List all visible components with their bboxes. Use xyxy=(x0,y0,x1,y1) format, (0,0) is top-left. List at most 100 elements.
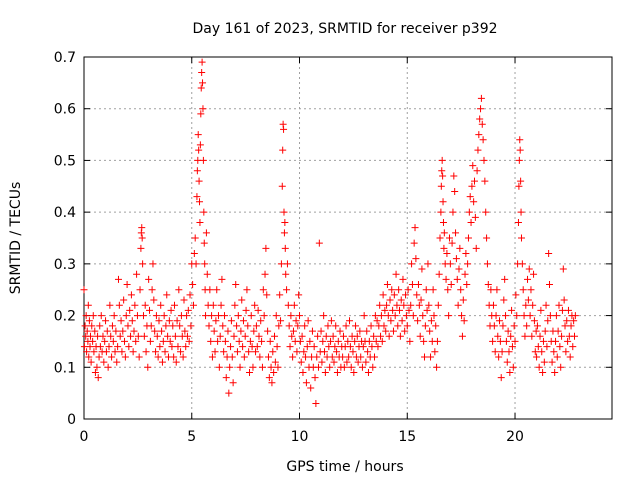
data-point xyxy=(331,343,338,350)
data-point xyxy=(501,276,508,283)
data-point xyxy=(145,276,152,283)
data-point xyxy=(206,286,213,293)
y-tick-label: 0.1 xyxy=(54,360,76,376)
data-point xyxy=(381,307,388,314)
data-point xyxy=(410,312,417,319)
data-point xyxy=(287,343,294,350)
data-point xyxy=(118,317,125,324)
data-point xyxy=(539,369,546,376)
data-point xyxy=(427,353,434,360)
data-point xyxy=(554,353,561,360)
data-point xyxy=(559,307,566,314)
data-point xyxy=(96,353,103,360)
data-point xyxy=(241,353,248,360)
data-point xyxy=(567,353,574,360)
data-point xyxy=(300,348,307,355)
data-point xyxy=(422,322,429,329)
data-point xyxy=(445,312,452,319)
data-point xyxy=(309,328,316,335)
data-point xyxy=(261,312,268,319)
data-point xyxy=(397,333,404,340)
data-point xyxy=(535,343,542,350)
data-point xyxy=(256,353,263,360)
data-point xyxy=(279,147,286,154)
data-point xyxy=(159,359,166,366)
data-point xyxy=(191,250,198,257)
data-point xyxy=(536,364,543,371)
data-point xyxy=(374,343,381,350)
data-point xyxy=(337,328,344,335)
data-point xyxy=(134,312,141,319)
data-point xyxy=(430,286,437,293)
data-point xyxy=(199,79,206,86)
data-point xyxy=(495,353,502,360)
data-point xyxy=(281,229,288,236)
data-point xyxy=(298,359,305,366)
data-point xyxy=(440,245,447,252)
data-point xyxy=(158,328,165,335)
data-point xyxy=(299,369,306,376)
data-point xyxy=(469,162,476,169)
data-point xyxy=(276,291,283,298)
data-point xyxy=(450,172,457,179)
data-point xyxy=(340,333,347,340)
data-point xyxy=(387,297,394,304)
data-point xyxy=(275,322,282,329)
data-point xyxy=(324,322,331,329)
data-point xyxy=(394,322,401,329)
data-point xyxy=(542,328,549,335)
data-point xyxy=(480,157,487,164)
data-point xyxy=(109,322,116,329)
data-point xyxy=(481,178,488,185)
data-point xyxy=(416,302,423,309)
data-point xyxy=(280,209,287,216)
data-point xyxy=(319,338,326,345)
data-point xyxy=(515,183,522,190)
data-point xyxy=(516,136,523,143)
data-point xyxy=(289,353,296,360)
data-point xyxy=(411,240,418,247)
data-point xyxy=(305,317,312,324)
y-tick-label: 0.4 xyxy=(54,205,76,221)
data-point xyxy=(413,291,420,298)
data-point xyxy=(81,286,88,293)
data-point xyxy=(172,333,179,340)
data-point xyxy=(443,276,450,283)
data-point xyxy=(483,235,490,242)
data-point xyxy=(421,353,428,360)
data-point xyxy=(455,302,462,309)
data-point xyxy=(438,167,445,174)
data-point xyxy=(124,322,131,329)
data-point xyxy=(432,322,439,329)
data-point xyxy=(417,333,424,340)
data-point xyxy=(318,328,325,335)
data-point xyxy=(227,343,234,350)
data-point xyxy=(555,328,562,335)
data-point xyxy=(382,328,389,335)
data-point xyxy=(425,302,432,309)
data-point xyxy=(146,307,153,314)
data-point xyxy=(418,297,425,304)
data-point xyxy=(118,348,125,355)
data-point xyxy=(474,147,481,154)
data-point xyxy=(149,260,156,267)
data-point xyxy=(503,338,510,345)
data-point xyxy=(190,302,197,309)
data-point xyxy=(362,359,369,366)
y-tick-label: 0.5 xyxy=(54,153,76,169)
x-tick-label: 20 xyxy=(506,429,524,445)
data-point xyxy=(328,317,335,324)
data-point xyxy=(537,333,544,340)
data-point xyxy=(498,374,505,381)
data-point xyxy=(556,343,563,350)
data-point xyxy=(436,271,443,278)
data-point xyxy=(195,147,202,154)
axis-ticks xyxy=(84,57,612,419)
data-point xyxy=(407,302,414,309)
data-point xyxy=(424,307,431,314)
data-point xyxy=(225,390,232,397)
data-point xyxy=(255,307,262,314)
data-point xyxy=(230,379,237,386)
data-point xyxy=(533,353,540,360)
data-point xyxy=(562,348,569,355)
